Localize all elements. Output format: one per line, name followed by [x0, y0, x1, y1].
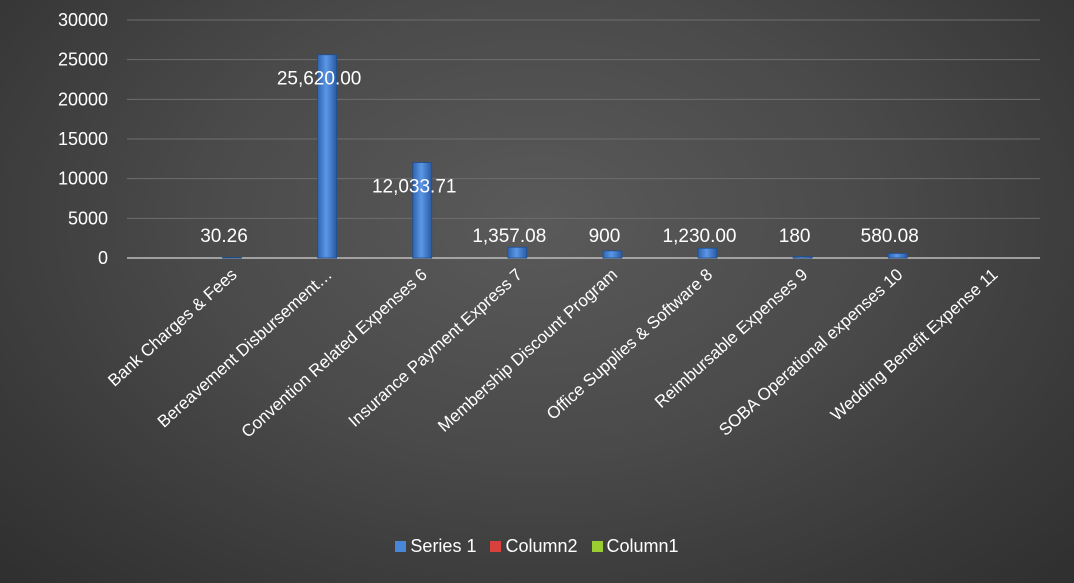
bar: [602, 250, 623, 259]
data-label: 180: [779, 226, 811, 247]
bar: [792, 256, 813, 259]
legend-item-column1: Column1: [591, 536, 679, 557]
data-label: 1,357.08: [472, 226, 546, 247]
bar: [697, 247, 718, 259]
legend-swatch-column1: [591, 541, 603, 552]
bars: [222, 54, 908, 259]
data-label: 580.08: [861, 226, 919, 247]
x-category-label: Membership Discount Program: [434, 265, 621, 436]
y-axis-ticks: 0 5000 10000 15000 20000 25000 30000: [58, 10, 108, 268]
y-tick-label: 25000: [58, 50, 108, 70]
bar: [507, 246, 528, 259]
bar: [317, 54, 338, 259]
data-label: 30.26: [200, 226, 248, 247]
data-label: 25,620.00: [277, 69, 362, 90]
legend-label-series-1: Series 1: [410, 536, 477, 556]
y-tick-label: 0: [98, 248, 108, 268]
bar: [887, 252, 908, 259]
legend: Series 1 Column2 Column1: [0, 536, 1074, 557]
x-category-label: Reimbursable Expenses 9: [651, 265, 811, 412]
legend-swatch-column2: [490, 541, 502, 552]
x-category-label: Insurance Payment Express 7: [345, 265, 526, 431]
y-tick-label: 15000: [58, 129, 108, 149]
y-tick-label: 20000: [58, 89, 108, 109]
data-label: 1,230.00: [663, 226, 737, 247]
data-label: 12,033.71: [372, 177, 457, 198]
y-tick-label: 30000: [58, 10, 108, 30]
gridlines: [127, 19, 1040, 259]
data-label: 900: [589, 226, 621, 247]
y-tick-label: 5000: [68, 208, 108, 228]
bar: [412, 162, 433, 259]
legend-swatch-series-1: [395, 541, 407, 552]
legend-label-column1: Column1: [606, 536, 679, 556]
x-category-label: SOBA Operational expenses 10: [715, 265, 906, 440]
x-category-label: Convention Related Expenses 6: [238, 265, 431, 442]
data-labels: 30.26 25,620.00 12,033.71 1,357.08 900 1,230.…: [200, 69, 919, 247]
bar: [222, 256, 242, 259]
x-category-label: Wedding Benefit Expense 11: [827, 265, 1001, 425]
x-category-label: Office Supplies & Software 8: [543, 265, 716, 424]
legend-item-series-1: Series 1: [395, 536, 476, 557]
y-tick-label: 10000: [58, 169, 108, 189]
x-category-label: Bereavement Disbursement…: [154, 265, 336, 431]
legend-label-column2: Column2: [505, 536, 578, 556]
legend-item-column2: Column2: [490, 536, 578, 557]
